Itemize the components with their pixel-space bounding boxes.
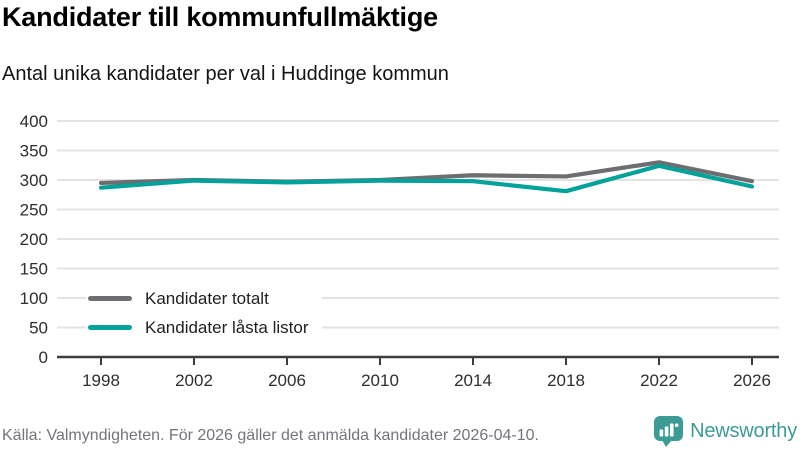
line-chart-svg: 0 50 100 150 200 250 300 350 400 1998 2002 2006 2010… <box>20 112 779 390</box>
legend-swatch-lasta-listor <box>88 325 132 330</box>
chart-subtitle: Antal unika kandidater per val i Hudding… <box>2 63 449 85</box>
svg-text:400: 400 <box>20 112 48 131</box>
svg-text:2010: 2010 <box>361 371 399 390</box>
newsworthy-logo-icon <box>654 416 684 447</box>
svg-text:2026: 2026 <box>733 371 771 390</box>
svg-text:300: 300 <box>20 171 48 190</box>
svg-text:2022: 2022 <box>640 371 678 390</box>
legend-label-totalt: Kandidater totalt <box>145 288 269 308</box>
svg-text:150: 150 <box>20 260 48 279</box>
svg-text:2014: 2014 <box>454 371 492 390</box>
svg-text:350: 350 <box>20 142 48 161</box>
chart-title: Kandidater till kommunfullmäktige <box>2 2 438 32</box>
source-note: Källa: Valmyndigheten. För 2026 gäller d… <box>2 427 539 444</box>
legend-label-lasta-listor: Kandidater låsta listor <box>145 317 309 337</box>
legend-item-totalt: Kandidater totalt <box>88 284 308 313</box>
svg-text:2018: 2018 <box>547 371 585 390</box>
svg-text:0: 0 <box>39 348 48 367</box>
newsworthy-logo: Newsworthy <box>654 416 797 447</box>
svg-text:100: 100 <box>20 289 48 308</box>
legend-swatch-totalt <box>88 296 132 301</box>
svg-text:2006: 2006 <box>268 371 306 390</box>
svg-text:50: 50 <box>29 319 48 338</box>
svg-text:1998: 1998 <box>82 371 120 390</box>
svg-text:250: 250 <box>20 201 48 220</box>
newsworthy-wordmark: Newsworthy <box>690 420 797 442</box>
legend-item-lasta-listor: Kandidater låsta listor <box>88 313 308 342</box>
svg-text:200: 200 <box>20 230 48 249</box>
svg-text:2002: 2002 <box>175 371 213 390</box>
chart-legend: Kandidater totalt Kandidater låsta listo… <box>86 283 323 343</box>
